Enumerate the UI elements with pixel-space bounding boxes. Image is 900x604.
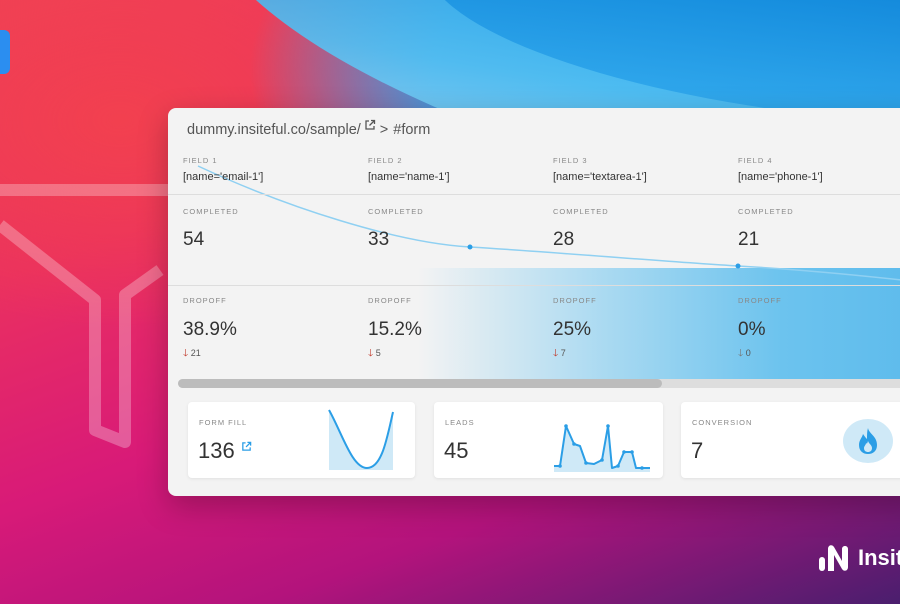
completed-label: COMPLETED: [553, 207, 609, 216]
completed-value: 28: [553, 229, 575, 250]
field-label: FIELD 2: [368, 156, 403, 165]
field-selector: [name='phone-1']: [738, 171, 823, 183]
completed-label: COMPLETED: [368, 207, 424, 216]
divider: [168, 285, 900, 286]
funnel-area-fill: [418, 268, 900, 380]
breadcrumb-separator: >: [379, 122, 389, 138]
app-icon-edge[interactable]: [0, 30, 10, 74]
card-value: 7: [691, 438, 704, 463]
horizontal-scrollbar[interactable]: [178, 379, 900, 388]
conversion-card[interactable]: CONVERSION 7: [681, 402, 900, 478]
card-value: 136: [198, 438, 252, 464]
funnel-flow-line: [197, 165, 900, 281]
breadcrumb-url[interactable]: dummy.insiteful.co/sample/: [187, 122, 361, 138]
form-analytics-panel: dummy.insiteful.co/sample/ > #form FIELD…: [168, 108, 900, 496]
form-fill-sparkline: [328, 409, 394, 470]
insiteful-logo-icon: [819, 545, 848, 571]
card-label: LEADS: [445, 418, 475, 427]
dropoff-count: 🡓 5: [368, 348, 381, 359]
arrow-down-icon: 🡓: [183, 348, 189, 359]
brand-name: Insit: [858, 545, 900, 570]
dropoff-label: DROPOFF: [183, 296, 227, 305]
field-label: FIELD 4: [738, 156, 773, 165]
dropoff-value: 38.9%: [183, 319, 237, 340]
dropoff-count: 🡓 21: [183, 348, 201, 359]
breadcrumb-form: #form: [393, 122, 431, 138]
field-selector: [name='name-1']: [368, 171, 450, 183]
dropoff-label: DROPOFF: [553, 296, 597, 305]
card-value: 45: [444, 438, 469, 463]
dropoff-value: 25%: [553, 319, 592, 340]
leads-sparkline: [554, 424, 650, 472]
external-link-icon[interactable]: [364, 119, 376, 131]
card-label: CONVERSION: [692, 418, 753, 427]
card-label: FORM FILL: [199, 418, 248, 427]
flame-icon-badge: [843, 419, 893, 463]
dropoff-value: 0%: [738, 319, 766, 340]
field-selector: [name='textarea-1']: [553, 171, 647, 183]
breadcrumb: dummy.insiteful.co/sample/ > #form: [187, 119, 431, 138]
arrow-down-icon: 🡓: [738, 348, 744, 359]
field-label: FIELD 3: [553, 156, 588, 165]
completed-value: 54: [183, 229, 205, 250]
completed-value: 33: [368, 229, 390, 250]
dropoff-count: 🡓 0: [738, 348, 751, 359]
field-selector: [name='email-1']: [183, 171, 264, 183]
leads-card[interactable]: LEADS 45: [434, 402, 663, 478]
dropoff-label: DROPOFF: [368, 296, 412, 305]
external-link-icon[interactable]: [241, 441, 252, 452]
divider: [168, 194, 900, 195]
dropoff-label: DROPOFF: [738, 296, 782, 305]
funnel-point: [467, 244, 473, 250]
funnel-point: [735, 263, 741, 269]
funnel-logo-background: [0, 184, 168, 448]
form-fill-card[interactable]: FORM FILL 136: [188, 402, 415, 478]
completed-value: 21: [738, 229, 760, 250]
arrow-down-icon: 🡓: [553, 348, 559, 359]
scrollbar-thumb[interactable]: [178, 379, 662, 388]
dropoff-count: 🡓 7: [553, 348, 566, 359]
flame-icon: [859, 428, 877, 454]
insiteful-brand: Insit: [818, 543, 900, 573]
completed-label: COMPLETED: [738, 207, 794, 216]
field-label: FIELD 1: [183, 156, 218, 165]
completed-label: COMPLETED: [183, 207, 239, 216]
arrow-down-icon: 🡓: [368, 348, 374, 359]
dropoff-value: 15.2%: [368, 319, 422, 340]
